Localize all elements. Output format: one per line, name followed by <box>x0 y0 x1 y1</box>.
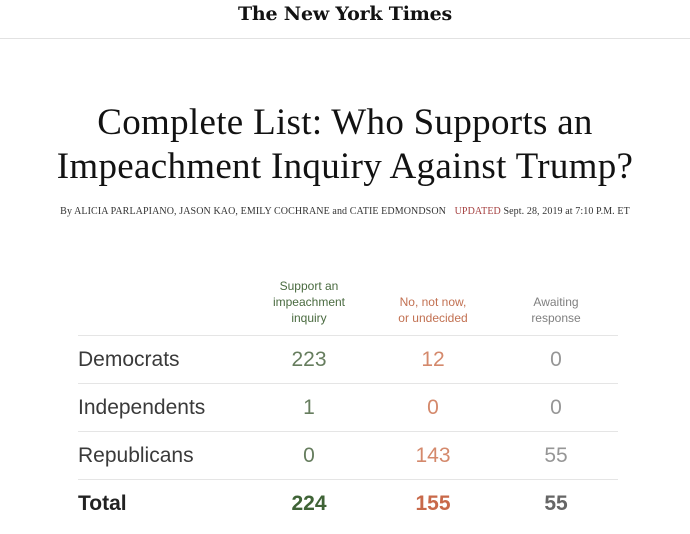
header-no-line-2: or undecided <box>398 311 468 325</box>
headline-line-2: Impeachment Inquiry Against Trump? <box>56 146 634 187</box>
no-count: 0 <box>427 395 439 419</box>
awaiting-count: 0 <box>550 395 562 419</box>
header-support-line-2: impeachment <box>272 295 346 309</box>
header-no: No, not now, or undecided <box>372 278 494 335</box>
total-awaiting: 55 <box>544 492 568 515</box>
total-support: 224 <box>291 492 327 515</box>
awaiting-count: 55 <box>544 443 568 467</box>
table-row-democrats: Democrats 223 12 0 <box>78 336 618 384</box>
nyt-logo[interactable]: The New York Times <box>237 3 453 25</box>
table-row-republicans: Republicans 0 143 55 <box>78 432 618 480</box>
awaiting-count: 0 <box>550 347 562 371</box>
header-awaiting-line-1: Awaiting <box>533 295 579 309</box>
impeachment-support-table: Support an impeachment inquiry No, not n… <box>78 278 618 528</box>
no-count: 12 <box>421 347 445 371</box>
table-row-total: Total 224 155 55 <box>78 480 618 528</box>
support-count: 0 <box>303 443 315 467</box>
byline-authors: By ALICIA PARLAPIANO, JASON KAO, EMILY C… <box>60 206 446 217</box>
headline-line-1: Complete List: Who Supports an <box>97 102 593 143</box>
party-label: Republicans <box>78 443 194 467</box>
total-no: 155 <box>415 492 451 515</box>
header-support-line-1: Support an <box>279 279 339 293</box>
party-label: Independents <box>78 395 206 419</box>
article-headline: Complete List: Who Supports an Impeachme… <box>20 101 670 189</box>
total-label: Total <box>78 492 127 515</box>
masthead: The New York Times <box>0 0 690 39</box>
updated-time: Sept. 28, 2019 at 7:10 P.M. ET <box>503 206 630 217</box>
header-no-line-1: No, not now, <box>399 295 467 309</box>
byline: By ALICIA PARLAPIANO, JASON KAO, EMILY C… <box>0 206 690 217</box>
header-awaiting: Awaiting response <box>494 278 618 335</box>
updated-label: UPDATED <box>454 206 501 217</box>
support-count: 223 <box>291 347 327 371</box>
support-count: 1 <box>303 395 315 419</box>
header-support: Support an impeachment inquiry <box>246 278 372 335</box>
table-row-independents: Independents 1 0 0 <box>78 384 618 432</box>
no-count: 143 <box>415 443 451 467</box>
header-awaiting-line-2: response <box>531 311 581 325</box>
header-support-line-3: inquiry <box>291 311 327 325</box>
party-label: Democrats <box>78 347 180 371</box>
header-party <box>78 278 246 335</box>
table-header-row: Support an impeachment inquiry No, not n… <box>78 278 618 336</box>
